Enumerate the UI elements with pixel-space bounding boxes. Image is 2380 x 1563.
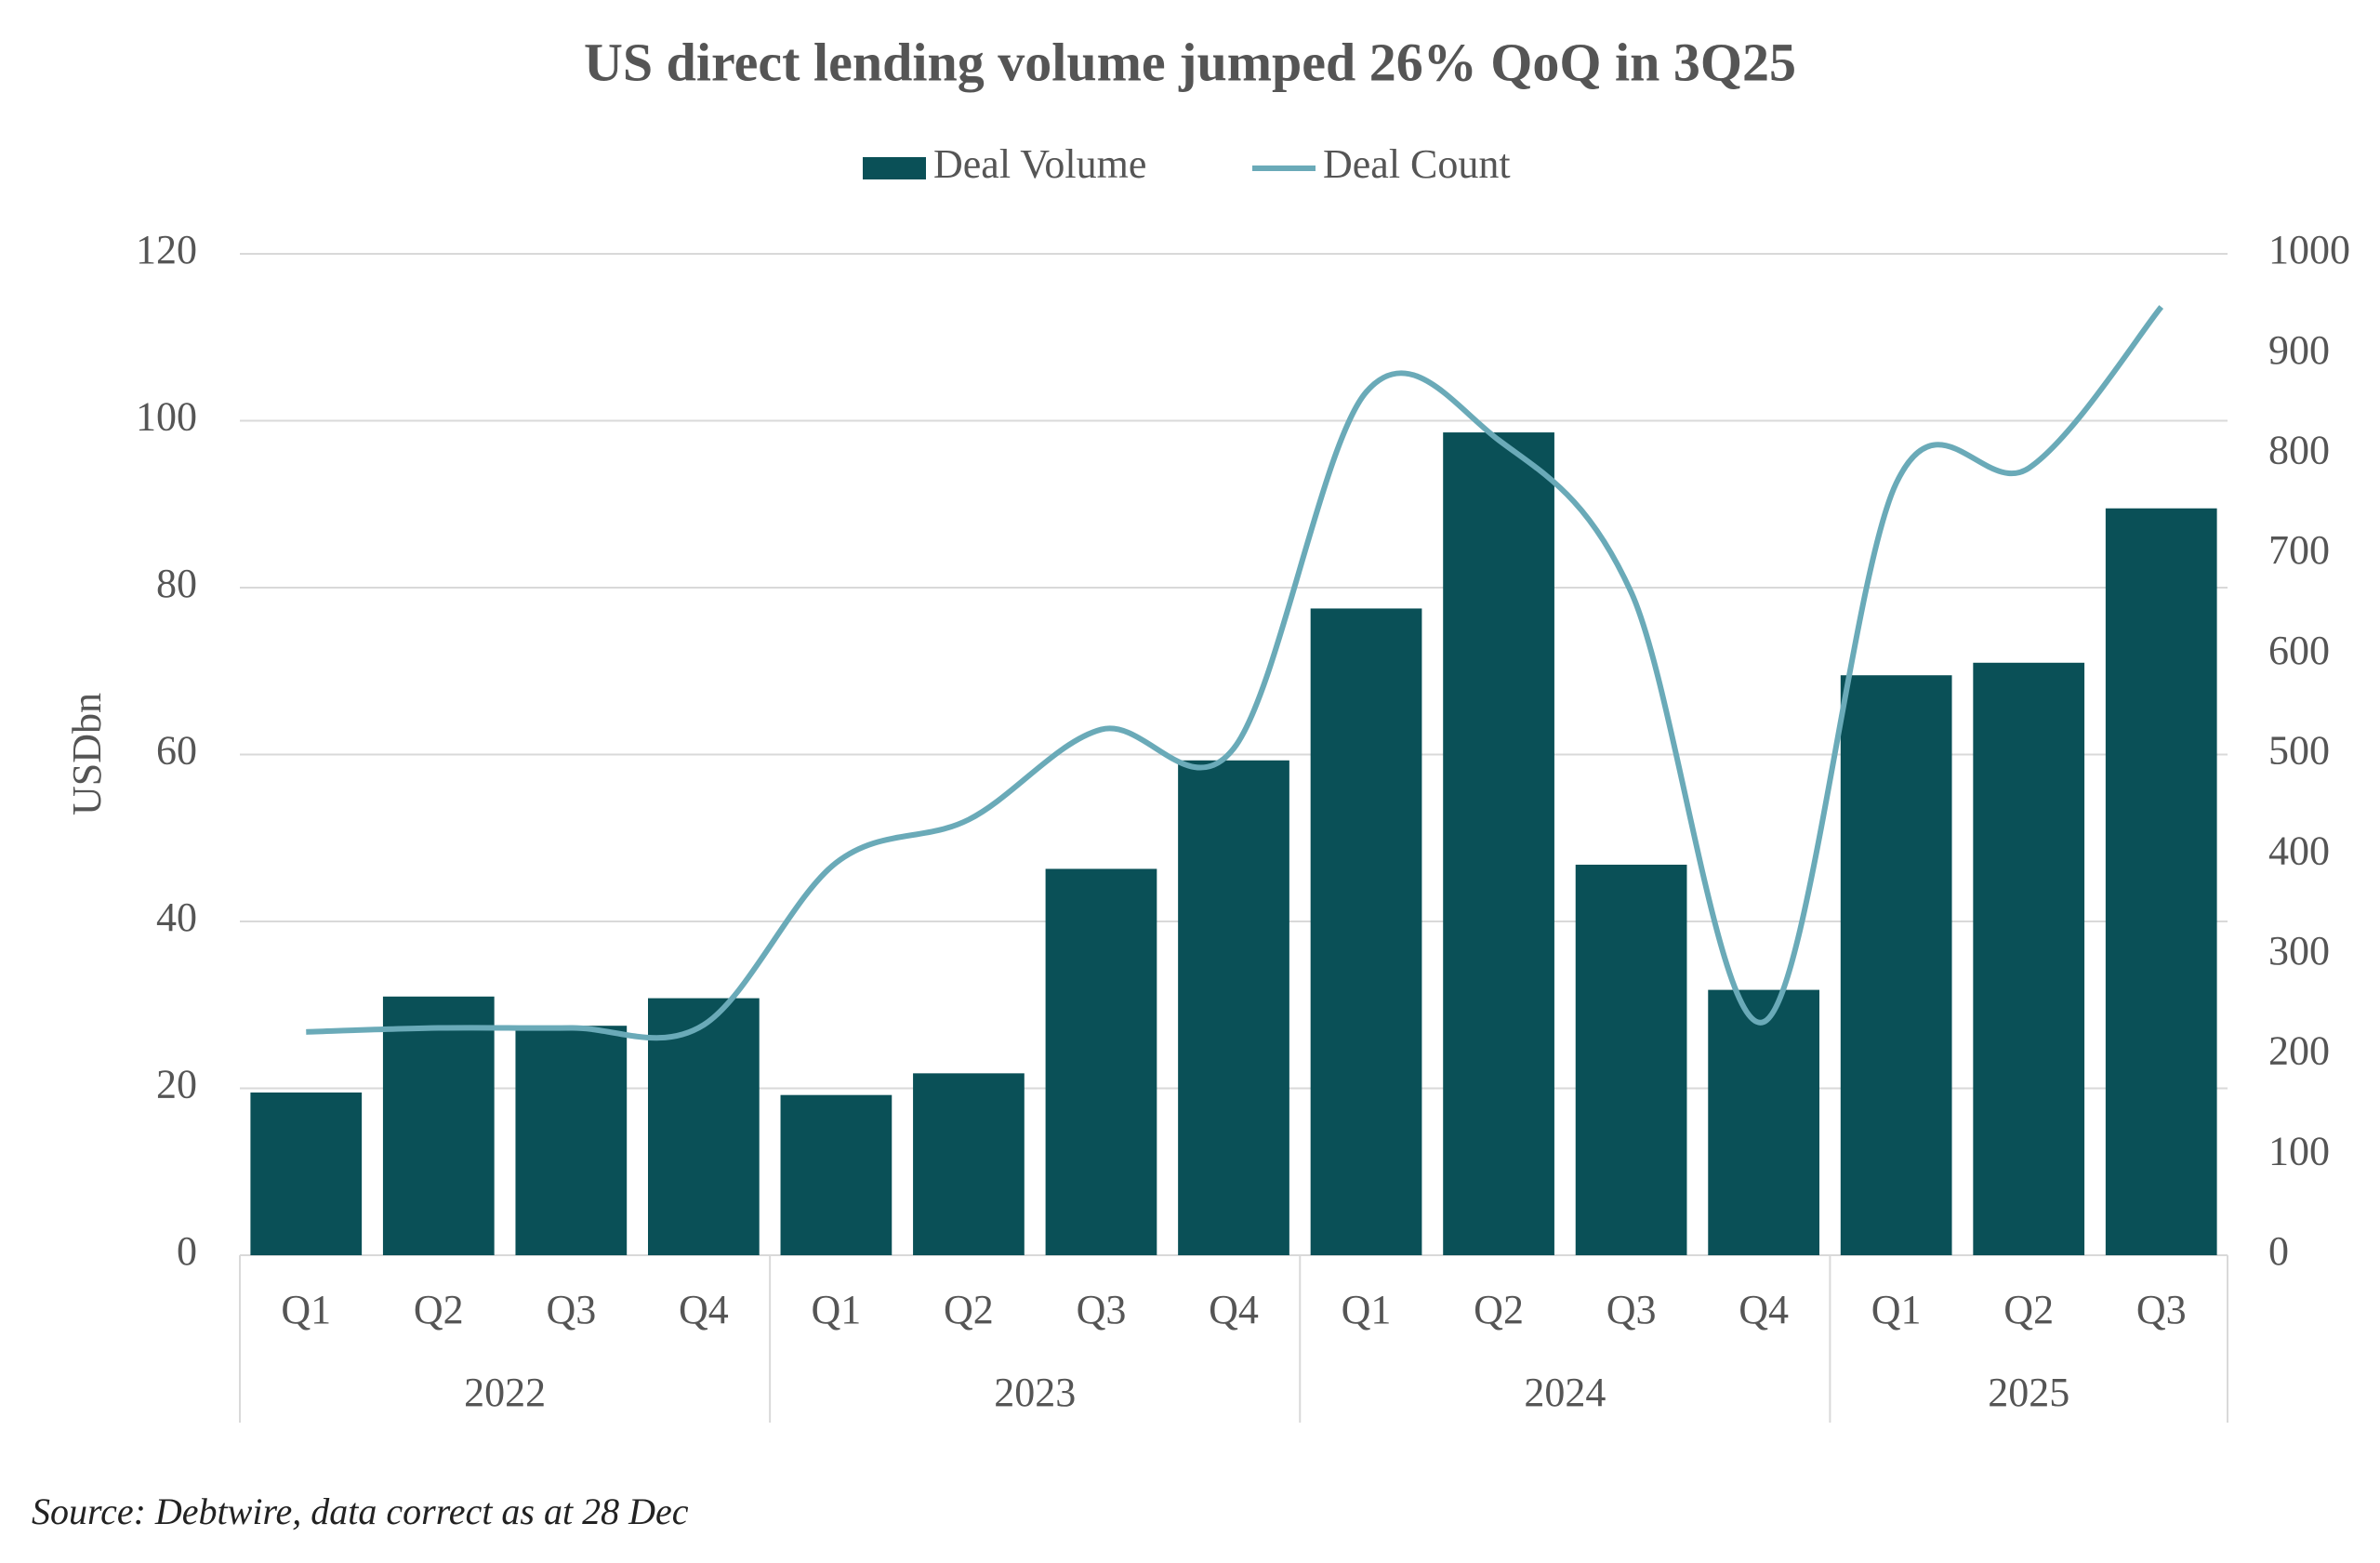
bar	[2105, 508, 2217, 1255]
bar	[382, 996, 495, 1255]
legend-swatch	[863, 157, 926, 179]
bar	[913, 1073, 1025, 1255]
line	[306, 305, 2164, 1041]
x-tick-label: Q2	[944, 1287, 994, 1332]
x-tick-label: Q3	[546, 1287, 596, 1332]
y-tick-label: 60	[156, 728, 197, 774]
bar	[1575, 864, 1687, 1255]
y2-tick-label: 200	[2268, 1028, 2330, 1074]
x-tick-label: Q2	[2003, 1287, 2054, 1332]
x-tick-label: Q4	[679, 1287, 729, 1332]
x-tick-label: Q2	[1474, 1287, 1524, 1332]
y2-tick-label: 100	[2268, 1128, 2330, 1173]
y2-tick-label: 600	[2268, 628, 2330, 673]
bar	[648, 998, 760, 1255]
bar	[1443, 432, 1554, 1255]
y2-tick-label: 400	[2268, 828, 2330, 873]
y2-tick-label: 0	[2268, 1228, 2289, 1274]
bar	[1708, 989, 1819, 1255]
x-tick-label: Q1	[281, 1287, 331, 1332]
x-tick-label: Q1	[1871, 1287, 1922, 1332]
y-tick-label: 40	[156, 894, 197, 940]
chart-title: US direct lending volume jumped 26% QoQ …	[584, 32, 1796, 92]
bar	[780, 1094, 892, 1255]
bar	[1973, 662, 2085, 1255]
y2-tick-label: 700	[2268, 527, 2330, 573]
x-group-label: 2023	[994, 1370, 1076, 1415]
bar	[515, 1026, 628, 1255]
x-tick-label: Q3	[1606, 1287, 1657, 1332]
y-tick-label: 120	[136, 227, 197, 272]
y-tick-label: 0	[177, 1228, 197, 1274]
y2-tick-label: 500	[2268, 728, 2330, 774]
x-group-label: 2022	[464, 1370, 546, 1415]
y-tick-label: 100	[136, 394, 197, 440]
source-note: Source: Debtwire, data correct as at 28 …	[32, 1490, 689, 1532]
y-tick-label: 80	[156, 561, 197, 606]
y2-tick-label: 300	[2268, 928, 2330, 974]
legend-label: Deal Volume	[933, 141, 1146, 187]
x-tick-label: Q4	[1739, 1287, 1789, 1332]
y2-tick-label: 900	[2268, 327, 2330, 373]
x-tick-label: Q1	[1342, 1287, 1392, 1332]
bar	[1045, 868, 1157, 1255]
bar	[1178, 760, 1289, 1255]
legend-label: Deal Count	[1323, 141, 1511, 187]
y-tick-label: 20	[156, 1062, 197, 1107]
y2-tick-label: 1000	[2268, 227, 2350, 272]
bar	[1840, 675, 1952, 1255]
x-group-label: 2025	[1988, 1370, 2069, 1415]
x-tick-label: Q3	[2136, 1287, 2187, 1332]
x-tick-label: Q1	[812, 1287, 862, 1332]
x-group-label: 2024	[1524, 1370, 1606, 1415]
y2-tick-label: 800	[2268, 427, 2330, 472]
x-tick-label: Q3	[1077, 1287, 1127, 1332]
y-axis-label: USDbn	[64, 693, 110, 815]
bar	[1310, 608, 1422, 1255]
x-tick-label: Q4	[1209, 1287, 1259, 1332]
x-tick-label: Q2	[414, 1287, 464, 1332]
bar	[250, 1092, 363, 1255]
